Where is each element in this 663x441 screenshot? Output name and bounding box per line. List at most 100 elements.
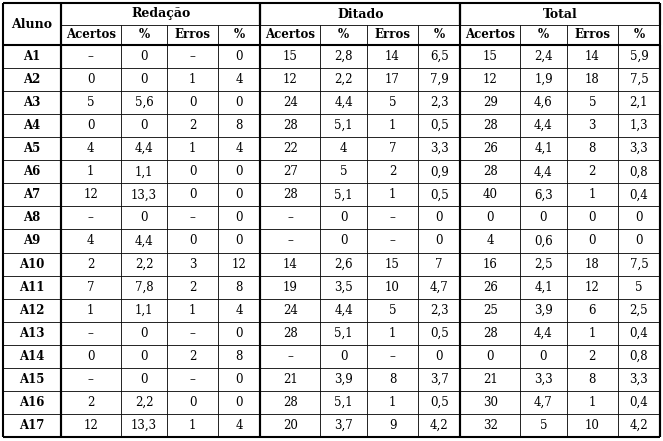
Text: 4: 4 bbox=[235, 304, 243, 317]
Text: 1: 1 bbox=[189, 73, 196, 86]
Text: 10: 10 bbox=[385, 280, 400, 294]
Text: 0,9: 0,9 bbox=[430, 165, 449, 178]
Text: –: – bbox=[288, 350, 293, 363]
Text: 4: 4 bbox=[487, 235, 494, 247]
Text: 17: 17 bbox=[385, 73, 400, 86]
Text: 1,9: 1,9 bbox=[534, 73, 553, 86]
Text: 7: 7 bbox=[87, 280, 94, 294]
Text: 0: 0 bbox=[189, 188, 196, 202]
Text: 4: 4 bbox=[87, 235, 94, 247]
Text: 2,5: 2,5 bbox=[534, 258, 553, 271]
Text: 5,9: 5,9 bbox=[630, 50, 648, 63]
Text: 0,6: 0,6 bbox=[534, 235, 553, 247]
Text: 0: 0 bbox=[140, 373, 148, 386]
Text: 10: 10 bbox=[585, 419, 600, 432]
Text: 26: 26 bbox=[483, 280, 498, 294]
Text: A12: A12 bbox=[19, 304, 44, 317]
Text: 4,4: 4,4 bbox=[135, 142, 153, 155]
Text: 1: 1 bbox=[189, 142, 196, 155]
Text: A14: A14 bbox=[19, 350, 44, 363]
Text: A10: A10 bbox=[19, 258, 44, 271]
Text: 4,2: 4,2 bbox=[430, 419, 448, 432]
Text: 0: 0 bbox=[235, 165, 243, 178]
Text: Ditado: Ditado bbox=[337, 7, 384, 20]
Text: 2,5: 2,5 bbox=[630, 304, 648, 317]
Text: 0: 0 bbox=[235, 396, 243, 409]
Text: 0,5: 0,5 bbox=[430, 188, 449, 202]
Text: –: – bbox=[88, 50, 93, 63]
Text: A16: A16 bbox=[19, 396, 44, 409]
Text: –: – bbox=[190, 211, 196, 224]
Text: 2: 2 bbox=[589, 350, 596, 363]
Text: 0: 0 bbox=[436, 350, 443, 363]
Text: 0,4: 0,4 bbox=[630, 327, 648, 340]
Text: 7,5: 7,5 bbox=[630, 73, 648, 86]
Text: %: % bbox=[338, 29, 349, 41]
Text: 0: 0 bbox=[589, 235, 596, 247]
Text: Erros: Erros bbox=[175, 29, 211, 41]
Text: 5: 5 bbox=[635, 280, 642, 294]
Text: 0: 0 bbox=[140, 50, 148, 63]
Text: 0,4: 0,4 bbox=[630, 188, 648, 202]
Text: 7: 7 bbox=[436, 258, 443, 271]
Text: 2,6: 2,6 bbox=[334, 258, 353, 271]
Text: 1: 1 bbox=[87, 165, 94, 178]
Text: 2,2: 2,2 bbox=[334, 73, 353, 86]
Text: A4: A4 bbox=[23, 119, 40, 132]
Text: %: % bbox=[234, 29, 245, 41]
Text: 0,8: 0,8 bbox=[630, 165, 648, 178]
Text: 5,1: 5,1 bbox=[334, 327, 353, 340]
Text: 15: 15 bbox=[483, 50, 498, 63]
Text: A11: A11 bbox=[19, 280, 44, 294]
Text: 2: 2 bbox=[189, 350, 196, 363]
Text: 5: 5 bbox=[87, 96, 94, 109]
Text: 1: 1 bbox=[189, 419, 196, 432]
Text: 8: 8 bbox=[236, 280, 243, 294]
Text: 0: 0 bbox=[87, 350, 94, 363]
Text: 1: 1 bbox=[589, 327, 596, 340]
Text: 0: 0 bbox=[635, 235, 642, 247]
Text: 27: 27 bbox=[283, 165, 298, 178]
Text: 0: 0 bbox=[235, 96, 243, 109]
Text: –: – bbox=[88, 211, 93, 224]
Text: 4,4: 4,4 bbox=[534, 165, 553, 178]
Text: 5,1: 5,1 bbox=[334, 188, 353, 202]
Text: 5,1: 5,1 bbox=[334, 396, 353, 409]
Text: 2: 2 bbox=[189, 119, 196, 132]
Text: 0: 0 bbox=[235, 235, 243, 247]
Text: 0: 0 bbox=[235, 188, 243, 202]
Text: A7: A7 bbox=[23, 188, 40, 202]
Text: A17: A17 bbox=[19, 419, 44, 432]
Text: 28: 28 bbox=[483, 119, 497, 132]
Text: 5,6: 5,6 bbox=[135, 96, 153, 109]
Text: 0: 0 bbox=[189, 235, 196, 247]
Text: 1: 1 bbox=[189, 304, 196, 317]
Text: 14: 14 bbox=[283, 258, 298, 271]
Text: 4,2: 4,2 bbox=[630, 419, 648, 432]
Text: Erros: Erros bbox=[375, 29, 410, 41]
Text: %: % bbox=[139, 29, 150, 41]
Text: 0,5: 0,5 bbox=[430, 327, 449, 340]
Text: 0,8: 0,8 bbox=[630, 350, 648, 363]
Text: 13,3: 13,3 bbox=[131, 419, 157, 432]
Text: 4,4: 4,4 bbox=[135, 235, 153, 247]
Text: –: – bbox=[390, 350, 395, 363]
Text: Aluno: Aluno bbox=[11, 18, 52, 30]
Text: 0: 0 bbox=[140, 211, 148, 224]
Text: 0: 0 bbox=[189, 96, 196, 109]
Text: –: – bbox=[190, 50, 196, 63]
Text: 0: 0 bbox=[140, 350, 148, 363]
Text: 5: 5 bbox=[340, 165, 347, 178]
Text: 2: 2 bbox=[389, 165, 396, 178]
Text: 0: 0 bbox=[87, 73, 94, 86]
Text: 2,2: 2,2 bbox=[135, 258, 153, 271]
Text: 7,8: 7,8 bbox=[135, 280, 153, 294]
Text: –: – bbox=[288, 211, 293, 224]
Text: 0: 0 bbox=[235, 327, 243, 340]
Text: 3,3: 3,3 bbox=[430, 142, 449, 155]
Text: 0: 0 bbox=[140, 327, 148, 340]
Text: 29: 29 bbox=[483, 96, 498, 109]
Text: 32: 32 bbox=[483, 419, 498, 432]
Text: 2,4: 2,4 bbox=[534, 50, 553, 63]
Text: A5: A5 bbox=[23, 142, 40, 155]
